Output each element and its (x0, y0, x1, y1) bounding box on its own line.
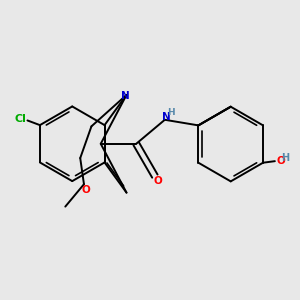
Text: Cl: Cl (15, 114, 27, 124)
Text: O: O (153, 176, 162, 186)
Text: O: O (276, 155, 285, 166)
Text: H: H (281, 153, 290, 163)
Text: N: N (162, 112, 171, 122)
Text: N: N (121, 91, 129, 101)
Text: H: H (167, 108, 175, 117)
Text: O: O (81, 185, 90, 195)
